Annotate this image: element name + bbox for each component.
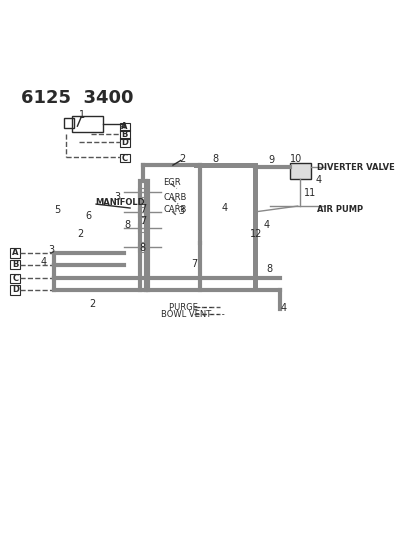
Text: BOWL VENT- - -: BOWL VENT- - - bbox=[161, 310, 225, 319]
Bar bbox=[137, 188, 144, 197]
Text: MANIFOLD: MANIFOLD bbox=[95, 198, 144, 207]
Text: CARB: CARB bbox=[163, 206, 186, 214]
Text: C: C bbox=[12, 273, 18, 282]
Text: 2: 2 bbox=[179, 154, 185, 164]
Text: A: A bbox=[121, 123, 128, 132]
Text: 7: 7 bbox=[139, 216, 146, 225]
Text: A: A bbox=[12, 248, 19, 257]
Text: 1: 1 bbox=[79, 110, 85, 120]
Bar bbox=[289, 163, 310, 179]
Bar bbox=[64, 118, 73, 128]
Text: 4: 4 bbox=[40, 256, 46, 266]
Text: EGR: EGR bbox=[163, 178, 180, 187]
Text: 2: 2 bbox=[89, 300, 95, 310]
Text: DIVERTER VALVE: DIVERTER VALVE bbox=[317, 163, 394, 172]
Text: 11: 11 bbox=[303, 188, 316, 198]
Text: 10: 10 bbox=[289, 154, 301, 164]
Text: 7: 7 bbox=[139, 204, 146, 214]
Text: D: D bbox=[12, 285, 19, 294]
Text: 8: 8 bbox=[124, 220, 130, 230]
Text: 4: 4 bbox=[279, 303, 285, 313]
Text: 8: 8 bbox=[266, 263, 272, 273]
Text: PURGE- - -: PURGE- - - bbox=[169, 303, 211, 312]
Text: B: B bbox=[12, 260, 18, 269]
Text: D: D bbox=[121, 138, 128, 147]
Text: 6125  3400: 6125 3400 bbox=[21, 89, 133, 107]
Text: 4: 4 bbox=[263, 220, 269, 230]
Text: 9: 9 bbox=[268, 156, 274, 165]
Text: CARB: CARB bbox=[163, 192, 186, 201]
Text: 12: 12 bbox=[249, 229, 262, 239]
Text: C: C bbox=[121, 154, 127, 163]
Text: 7: 7 bbox=[191, 259, 197, 269]
Text: 3: 3 bbox=[114, 192, 120, 202]
Bar bbox=[137, 207, 144, 216]
Text: 3: 3 bbox=[48, 245, 54, 255]
Text: 6: 6 bbox=[85, 211, 91, 221]
Text: 8: 8 bbox=[139, 243, 146, 253]
Text: AIR PUMP: AIR PUMP bbox=[317, 206, 362, 214]
Text: 3: 3 bbox=[178, 206, 184, 216]
Bar bbox=[72, 116, 103, 132]
Bar bbox=[137, 223, 144, 232]
Bar bbox=[137, 243, 144, 252]
Text: 5: 5 bbox=[54, 205, 60, 215]
Text: 4: 4 bbox=[221, 203, 227, 213]
Text: 2: 2 bbox=[77, 229, 83, 239]
Text: B: B bbox=[121, 130, 128, 139]
Text: 4: 4 bbox=[315, 175, 321, 184]
Text: 8: 8 bbox=[211, 154, 218, 164]
